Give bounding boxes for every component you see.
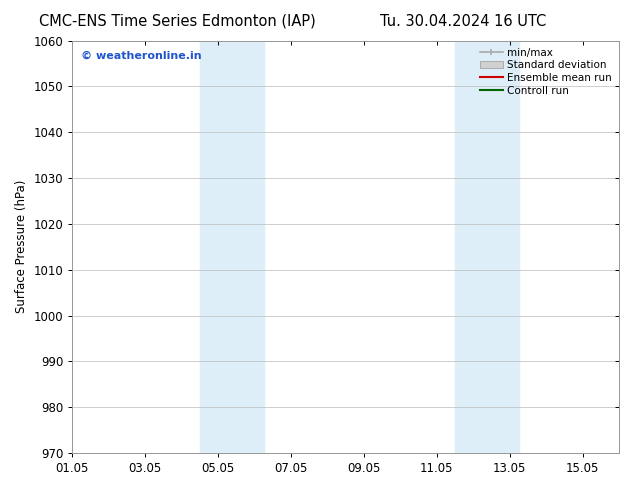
- Bar: [455, 41, 519, 453]
- Y-axis label: Surface Pressure (hPa): Surface Pressure (hPa): [15, 180, 28, 314]
- Text: © weatheronline.in: © weatheronline.in: [81, 51, 201, 61]
- Text: Tu. 30.04.2024 16 UTC: Tu. 30.04.2024 16 UTC: [380, 14, 546, 29]
- Text: CMC-ENS Time Series Edmonton (IAP): CMC-ENS Time Series Edmonton (IAP): [39, 14, 316, 29]
- Legend: min/max, Standard deviation, Ensemble mean run, Controll run: min/max, Standard deviation, Ensemble me…: [478, 46, 614, 98]
- Bar: [200, 41, 264, 453]
